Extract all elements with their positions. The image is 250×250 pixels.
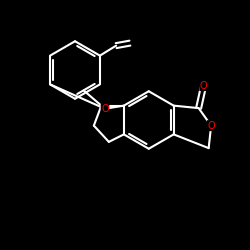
Text: O: O <box>207 121 215 130</box>
Text: O: O <box>101 104 109 114</box>
Text: O: O <box>200 80 207 90</box>
